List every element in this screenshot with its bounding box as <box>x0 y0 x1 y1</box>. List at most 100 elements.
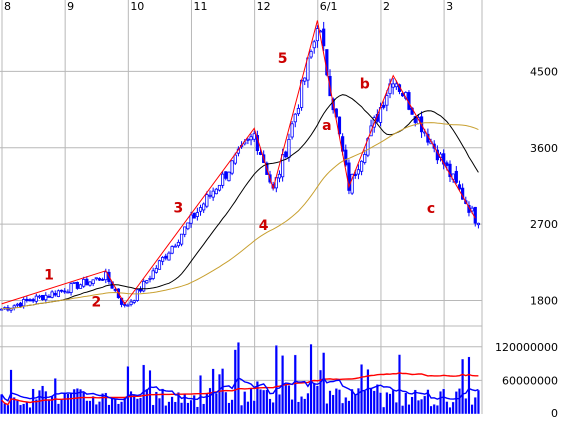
volume-bar <box>148 369 152 415</box>
volume-bar <box>262 389 266 415</box>
moving-averages <box>1 94 479 310</box>
volume-bar <box>397 354 401 415</box>
volume-bar <box>104 392 108 415</box>
volume-bar <box>265 389 269 415</box>
volume-bar <box>69 392 73 415</box>
volume-bar <box>44 390 48 415</box>
volume-bar <box>442 388 446 415</box>
volume-bar <box>129 390 133 415</box>
candle-body <box>34 295 38 302</box>
y-tick-label: 4500 <box>530 65 558 78</box>
x-tick-label: 12 <box>257 0 271 13</box>
volume-bar <box>22 403 26 415</box>
candle-body <box>18 302 23 307</box>
volume-bar <box>37 389 41 415</box>
volume-bar <box>15 400 19 415</box>
volume-bar <box>199 375 203 415</box>
candle-body <box>12 305 16 309</box>
candle-body <box>47 295 51 298</box>
volume-bar <box>85 400 89 415</box>
volume-bar <box>315 385 319 415</box>
candle-body <box>195 212 199 217</box>
candle-body <box>91 279 95 284</box>
volume-bar <box>255 381 259 415</box>
volume-bar <box>407 404 411 415</box>
candle-body <box>252 133 256 140</box>
candle-body <box>394 83 398 88</box>
volume-bar <box>277 394 281 415</box>
x-tick-label: 8 <box>4 0 11 13</box>
x-tick-label: 6/1 <box>320 0 338 13</box>
volume-bar <box>432 404 436 415</box>
volume-bar <box>429 405 433 415</box>
candle-body <box>356 169 361 175</box>
volume-bar <box>448 406 452 415</box>
candle-body <box>15 303 19 306</box>
candle-body <box>22 299 26 307</box>
volume-bar <box>202 403 206 415</box>
volume-bar <box>382 406 386 415</box>
grid <box>0 0 483 414</box>
volume-bar <box>66 393 70 415</box>
candle-body <box>413 116 417 123</box>
candle-body <box>75 281 79 289</box>
candle-body <box>0 308 4 311</box>
candle-body <box>63 290 67 293</box>
volume-bar <box>116 403 120 415</box>
volume-bar <box>230 399 234 415</box>
volume-bar <box>467 356 471 415</box>
volume-bar <box>325 403 329 415</box>
volume-bar <box>423 395 427 415</box>
candle-body <box>309 51 313 58</box>
candle-body <box>148 277 152 280</box>
volume-bar <box>347 400 351 415</box>
x-tick-label: 9 <box>67 0 74 13</box>
candle-body <box>132 300 136 303</box>
volume-bar <box>319 369 323 415</box>
candle-body <box>303 77 307 82</box>
y-tick-label: 2700 <box>530 218 558 231</box>
candle-body <box>37 295 42 298</box>
candle-body <box>85 278 89 286</box>
volume-bar <box>72 388 76 415</box>
volume-bar <box>274 345 278 415</box>
candle-body <box>287 139 291 158</box>
candle-body <box>126 304 130 307</box>
candle-body <box>41 294 45 301</box>
wave-label: 2 <box>91 294 101 310</box>
candle-body <box>473 206 477 224</box>
volume-bar <box>53 378 57 415</box>
volume-bar <box>28 407 32 415</box>
volume-bar <box>180 402 184 415</box>
volume-bar <box>356 387 360 415</box>
candle-body <box>56 290 61 297</box>
candle-body <box>284 151 288 158</box>
x-tick-label: 3 <box>446 0 453 13</box>
candle-body <box>151 270 155 279</box>
candle-body <box>157 260 162 270</box>
volume-bar <box>91 395 95 415</box>
volume-bar <box>363 390 367 415</box>
volume-bar <box>413 389 417 415</box>
volume-bar <box>385 391 389 415</box>
volume-bar <box>132 394 136 415</box>
candle-body <box>258 152 263 155</box>
volume-bar <box>240 404 244 415</box>
volume-bar <box>142 364 146 415</box>
candle-body <box>82 278 86 287</box>
candle-body <box>211 190 215 198</box>
volume-bar <box>464 398 468 415</box>
volume-bar <box>290 399 294 415</box>
volume-bar <box>457 388 461 415</box>
volume-bar <box>113 398 117 415</box>
volume-bar <box>454 391 458 415</box>
candle-body <box>337 116 342 135</box>
volume-bar <box>167 401 171 415</box>
volume-bar <box>173 401 177 415</box>
candle-body <box>350 173 354 194</box>
volume-panel <box>0 342 480 415</box>
volume-bar <box>287 385 291 415</box>
ma-long-line <box>1 122 479 310</box>
volume-bar <box>50 395 54 415</box>
candle-body <box>293 113 297 123</box>
